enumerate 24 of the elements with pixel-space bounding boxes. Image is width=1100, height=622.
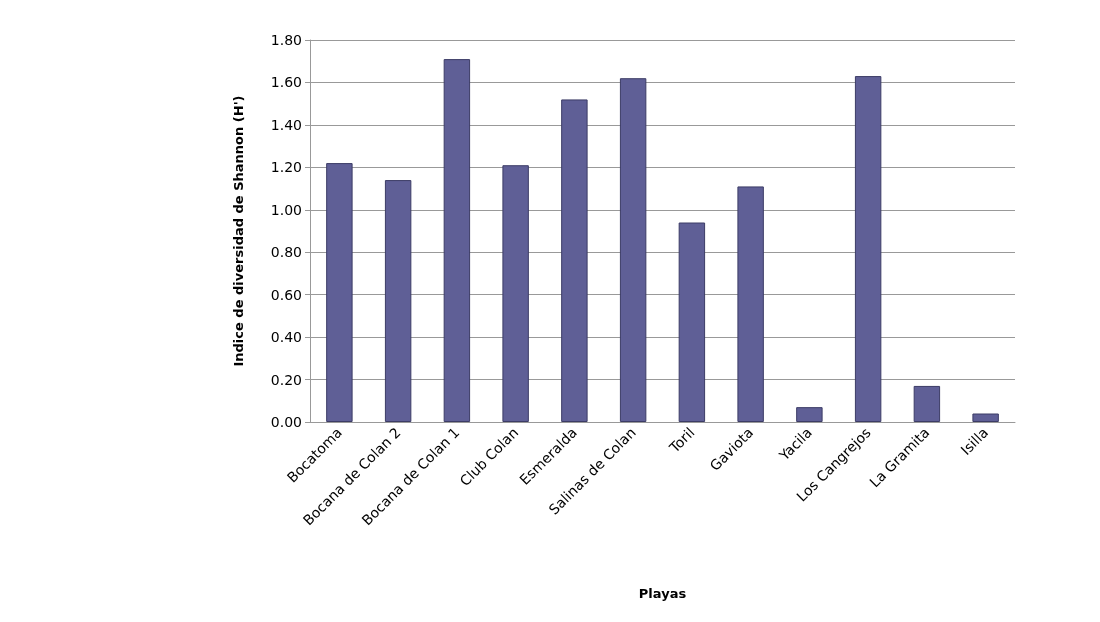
bar [678, 222, 706, 422]
bar [384, 180, 412, 422]
bar [502, 165, 529, 422]
y-tick-label: 0.40 [270, 329, 302, 346]
bar [972, 413, 999, 422]
y-tick-label: 1.60 [270, 74, 302, 91]
bar [796, 407, 823, 422]
y-tick-label: 0.60 [270, 286, 302, 303]
y-tick-label: 1.00 [270, 201, 302, 218]
bar [737, 186, 764, 422]
y-tick-label: 0.20 [270, 371, 302, 388]
y-tick-label: 1.40 [270, 116, 302, 133]
bar [913, 385, 941, 422]
bar [854, 76, 882, 422]
bar [619, 78, 647, 422]
y-tick-label: 1.80 [270, 32, 302, 48]
bar [326, 163, 353, 422]
y-axis-title: Indice de diversidad de Shannon (H') [230, 95, 246, 367]
y-tick-label: 1.20 [270, 159, 302, 176]
y-tick-label: 0.00 [270, 414, 302, 430]
bar [561, 99, 588, 422]
y-tick-label: 0.80 [270, 244, 302, 261]
bar [443, 59, 471, 422]
x-axis-title: Playas [638, 586, 687, 601]
